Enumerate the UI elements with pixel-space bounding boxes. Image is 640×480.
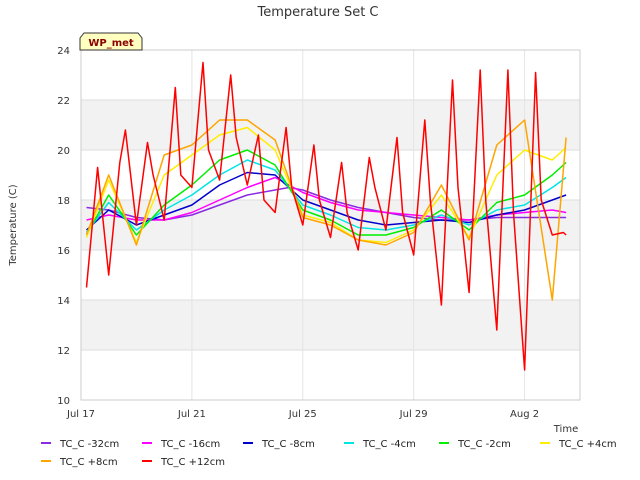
x-axis-title: Time <box>553 424 578 435</box>
series-lines <box>85 61 567 371</box>
y-tick-label: 22 <box>57 96 70 107</box>
legend-label: TC_C -32cm <box>59 439 119 450</box>
legend-label: TC_C -8cm <box>261 439 315 450</box>
legend: TC_C -32cm TC_C -16cm TC_C -8cm TC_C -4cm TC… <box>41 439 617 468</box>
badge-label: WP_met <box>88 38 134 49</box>
badge-box <box>79 32 143 51</box>
x-tick-label: Jul 25 <box>288 409 317 420</box>
y-tick-label: 18 <box>57 196 70 207</box>
y-tick-label: 20 <box>57 146 70 157</box>
x-tick-label: Aug 2 <box>510 409 539 420</box>
y-axis-ticks: 10 12 14 16 18 20 22 24 <box>57 46 70 407</box>
x-tick-label: Jul 21 <box>177 409 206 420</box>
y-tick-label: 16 <box>57 246 70 257</box>
y-tick-label: 10 <box>57 396 70 407</box>
series-line-4 <box>85 149 567 236</box>
legend-label: TC_C -16cm <box>160 439 220 450</box>
x-tick-label: Jul 17 <box>66 409 95 420</box>
plot-area-frame <box>80 49 581 401</box>
chart-title: Temperature Set C <box>256 5 378 20</box>
series-line-7 <box>85 61 567 371</box>
legend-label: TC_C -2cm <box>457 439 511 450</box>
grid-band <box>81 100 580 150</box>
x-axis-ticks: Jul 17 Jul 21 Jul 25 Jul 29 Aug 2 <box>66 409 539 420</box>
legend-label: TC_C +12cm <box>160 457 225 468</box>
badge: WP_met <box>79 32 143 51</box>
y-axis-title: Temperature (C) <box>8 184 19 266</box>
legend-label: TC_C -4cm <box>362 439 416 450</box>
legend-label: TC_C +8cm <box>59 457 118 468</box>
series-line-6 <box>85 119 567 301</box>
x-tick-label: Jul 29 <box>399 409 428 420</box>
y-tick-label: 12 <box>57 346 70 357</box>
y-tick-label: 24 <box>57 46 70 57</box>
grid-band <box>81 300 580 350</box>
y-tick-label: 14 <box>57 296 70 307</box>
legend-label: TC_C +4cm <box>558 439 617 450</box>
series-line-3 <box>85 159 567 233</box>
series-line-5 <box>85 126 567 244</box>
